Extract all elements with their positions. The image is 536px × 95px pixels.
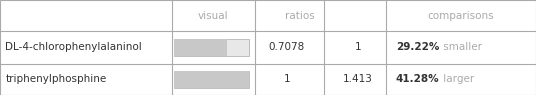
Text: ratios: ratios xyxy=(285,11,315,21)
Text: comparisons: comparisons xyxy=(428,11,494,21)
Bar xyxy=(174,39,227,56)
Text: 1: 1 xyxy=(284,74,290,84)
Text: visual: visual xyxy=(198,11,229,21)
Bar xyxy=(174,39,249,56)
Text: 1.413: 1.413 xyxy=(343,74,373,84)
Bar xyxy=(174,71,249,88)
Text: 0.7078: 0.7078 xyxy=(269,42,305,53)
Text: smaller: smaller xyxy=(440,42,481,53)
Text: larger: larger xyxy=(440,74,474,84)
Text: triphenylphosphine: triphenylphosphine xyxy=(5,74,107,84)
Text: DL-4-chlorophenylalaninol: DL-4-chlorophenylalaninol xyxy=(5,42,142,53)
Text: 29.22%: 29.22% xyxy=(396,42,440,53)
Text: 1: 1 xyxy=(355,42,361,53)
Text: 41.28%: 41.28% xyxy=(396,74,440,84)
Bar xyxy=(174,71,249,88)
